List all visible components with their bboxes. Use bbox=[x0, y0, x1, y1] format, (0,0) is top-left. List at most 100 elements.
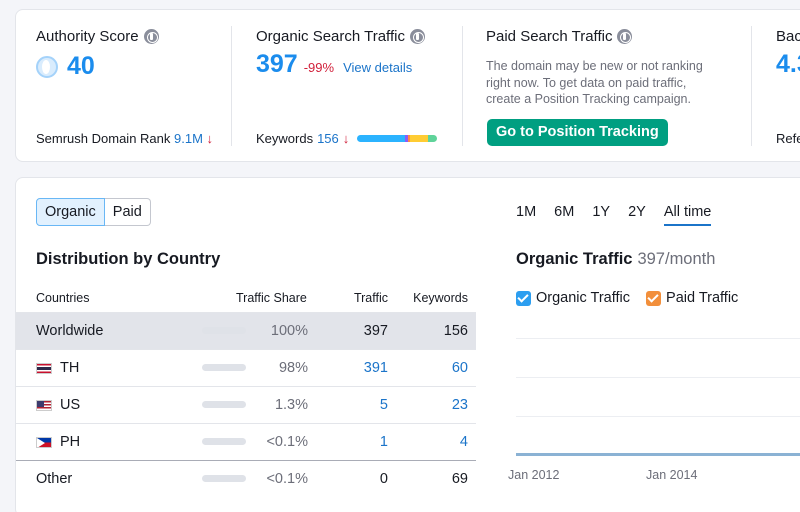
keywords-value[interactable]: 23 bbox=[451, 397, 468, 413]
legend-organic-traffic[interactable]: Organic Traffic bbox=[516, 290, 630, 306]
kw-bar-segment bbox=[410, 135, 428, 142]
flag-th-icon bbox=[36, 362, 52, 374]
authority-score-widget: Authority Score 40 Semrush Domain Rank 9… bbox=[36, 10, 236, 161]
chart-title: Organic Traffic 397/month bbox=[516, 250, 716, 268]
table-header: Countries Traffic Share Traffic Keywords bbox=[16, 284, 476, 312]
backlinks-value[interactable]: 4.3 bbox=[776, 50, 800, 78]
go-to-position-tracking-button[interactable]: Go to Position Tracking bbox=[487, 119, 668, 146]
info-icon[interactable] bbox=[617, 29, 633, 44]
divider bbox=[231, 26, 232, 146]
keywords-value: 69 bbox=[451, 471, 468, 487]
col-traffic[interactable]: Traffic bbox=[353, 291, 388, 305]
traffic-value[interactable]: 5 bbox=[379, 397, 388, 413]
legend-paid-traffic[interactable]: Paid Traffic bbox=[646, 290, 738, 306]
keyword-distribution-bar bbox=[357, 135, 438, 142]
authority-score-value[interactable]: 40 bbox=[67, 52, 95, 80]
traffic-value[interactable]: 1 bbox=[379, 434, 388, 450]
divider bbox=[751, 26, 752, 146]
keywords-row: Keywords 156 ↓ bbox=[256, 131, 438, 146]
chart-gridline bbox=[516, 377, 800, 378]
divider bbox=[462, 26, 463, 146]
traffic-share-value: <0.1% bbox=[266, 471, 308, 487]
traffic-share-value: 98% bbox=[278, 360, 308, 376]
organic-traffic-widget: Organic Search Traffic 397 -99% View det… bbox=[256, 10, 456, 161]
authority-score-value-row: 40 bbox=[36, 52, 95, 81]
section-title: Distribution by Country bbox=[36, 250, 221, 268]
table-row: Other <0.1% 0 69 bbox=[16, 460, 476, 497]
checkbox-checked-icon[interactable] bbox=[646, 290, 662, 306]
arrow-down-icon: ↓ bbox=[206, 131, 214, 146]
traffic-share-value: <0.1% bbox=[266, 434, 308, 450]
checkbox-checked-icon[interactable] bbox=[516, 290, 531, 306]
country-cell: PH bbox=[36, 434, 80, 450]
x-tick-label: Jan 2012 bbox=[508, 468, 560, 482]
country-cell: Worldwide bbox=[36, 323, 104, 339]
traffic-share-bar bbox=[202, 401, 246, 408]
info-icon[interactable] bbox=[143, 29, 159, 44]
period-1y[interactable]: 1Y bbox=[592, 204, 611, 220]
arrow-down-icon: ↓ bbox=[342, 131, 350, 146]
kw-bar-segment bbox=[427, 135, 438, 142]
kw-bar-segment bbox=[407, 135, 411, 142]
organic-traffic-title: Organic Search Traffic bbox=[256, 28, 425, 45]
paid-traffic-title: Paid Search Traffic bbox=[486, 28, 633, 45]
table-row: PH <0.1% 1 4 bbox=[16, 423, 476, 460]
traffic-value[interactable]: 391 bbox=[363, 360, 388, 376]
chart-subtitle: 397/month bbox=[637, 250, 716, 268]
country-distribution-table: Countries Traffic Share Traffic Keywords… bbox=[16, 284, 476, 497]
period-1m[interactable]: 1M bbox=[516, 204, 537, 220]
kw-bar-segment bbox=[357, 135, 406, 142]
backlinks-title: Bac bbox=[776, 28, 800, 45]
period-all-time[interactable]: All time bbox=[663, 204, 712, 226]
organic-traffic-delta: -99% bbox=[303, 60, 335, 75]
traffic-distribution-card: Organic Paid Distribution by Country Cou… bbox=[15, 177, 800, 512]
country-cell: Other bbox=[36, 471, 73, 487]
info-icon[interactable] bbox=[409, 29, 425, 44]
domain-rank-value[interactable]: 9.1M bbox=[174, 131, 203, 146]
traffic-share-bar bbox=[202, 475, 246, 482]
traffic-share-value: 1.3% bbox=[274, 397, 308, 413]
referring-domains-label: Refe bbox=[776, 131, 800, 146]
table-row: US 1.3% 5 23 bbox=[16, 386, 476, 423]
traffic-value: 397 bbox=[363, 323, 388, 339]
keywords-value[interactable]: 156 bbox=[317, 131, 339, 146]
backlinks-widget: Bac 4.3 Refe bbox=[776, 10, 800, 161]
kw-bar-segment bbox=[405, 135, 408, 142]
organic-paid-toggle: Organic Paid bbox=[36, 198, 151, 226]
domain-overview-summary: Authority Score 40 Semrush Domain Rank 9… bbox=[15, 9, 800, 162]
organic-traffic-value-row: 397 -99% View details bbox=[256, 50, 412, 79]
paid-traffic-description: The domain may be new or not ranking rig… bbox=[486, 59, 703, 106]
traffic-share-value: 100% bbox=[270, 323, 308, 339]
col-traffic-share[interactable]: Traffic Share bbox=[236, 291, 307, 305]
country-cell: TH bbox=[36, 360, 79, 376]
chart-gridline bbox=[516, 416, 800, 417]
toggle-paid[interactable]: Paid bbox=[104, 198, 151, 226]
country-cell: US bbox=[36, 397, 80, 413]
score-ring-icon bbox=[36, 55, 58, 78]
flag-us-icon bbox=[36, 399, 52, 411]
organic-traffic-value[interactable]: 397 bbox=[256, 50, 298, 78]
keywords-value[interactable]: 60 bbox=[451, 360, 468, 376]
toggle-organic[interactable]: Organic bbox=[36, 198, 105, 226]
paid-traffic-widget: Paid Search Traffic The domain may be ne… bbox=[486, 10, 746, 161]
chart-gridline bbox=[516, 338, 800, 339]
table-body: Worldwide 100% 397 156 TH 98% 391 60 US 1.3% 5 23 PH… bbox=[16, 312, 476, 497]
traffic-share-bar bbox=[202, 438, 246, 445]
x-tick-label: Jan 2014 bbox=[646, 468, 698, 482]
traffic-share-bar bbox=[202, 327, 246, 334]
traffic-value: 0 bbox=[379, 471, 388, 487]
keywords-value: 156 bbox=[443, 323, 468, 339]
authority-score-title: Authority Score bbox=[36, 28, 159, 45]
period-6m[interactable]: 6M bbox=[554, 204, 575, 220]
keywords-value[interactable]: 4 bbox=[459, 434, 468, 450]
view-details-link[interactable]: View details bbox=[343, 60, 413, 75]
period-selector: 1M 6M 1Y 2Y All time bbox=[516, 204, 712, 226]
organic-traffic-line bbox=[516, 453, 800, 456]
flag-ph-icon bbox=[36, 436, 52, 448]
col-keywords[interactable]: Keywords bbox=[413, 291, 468, 305]
table-row: TH 98% 391 60 bbox=[16, 349, 476, 386]
table-row: Worldwide 100% 397 156 bbox=[16, 312, 476, 349]
period-2y[interactable]: 2Y bbox=[628, 204, 646, 220]
chart-legend: Organic Traffic Paid Traffic bbox=[516, 290, 738, 306]
col-countries[interactable]: Countries bbox=[36, 291, 90, 305]
